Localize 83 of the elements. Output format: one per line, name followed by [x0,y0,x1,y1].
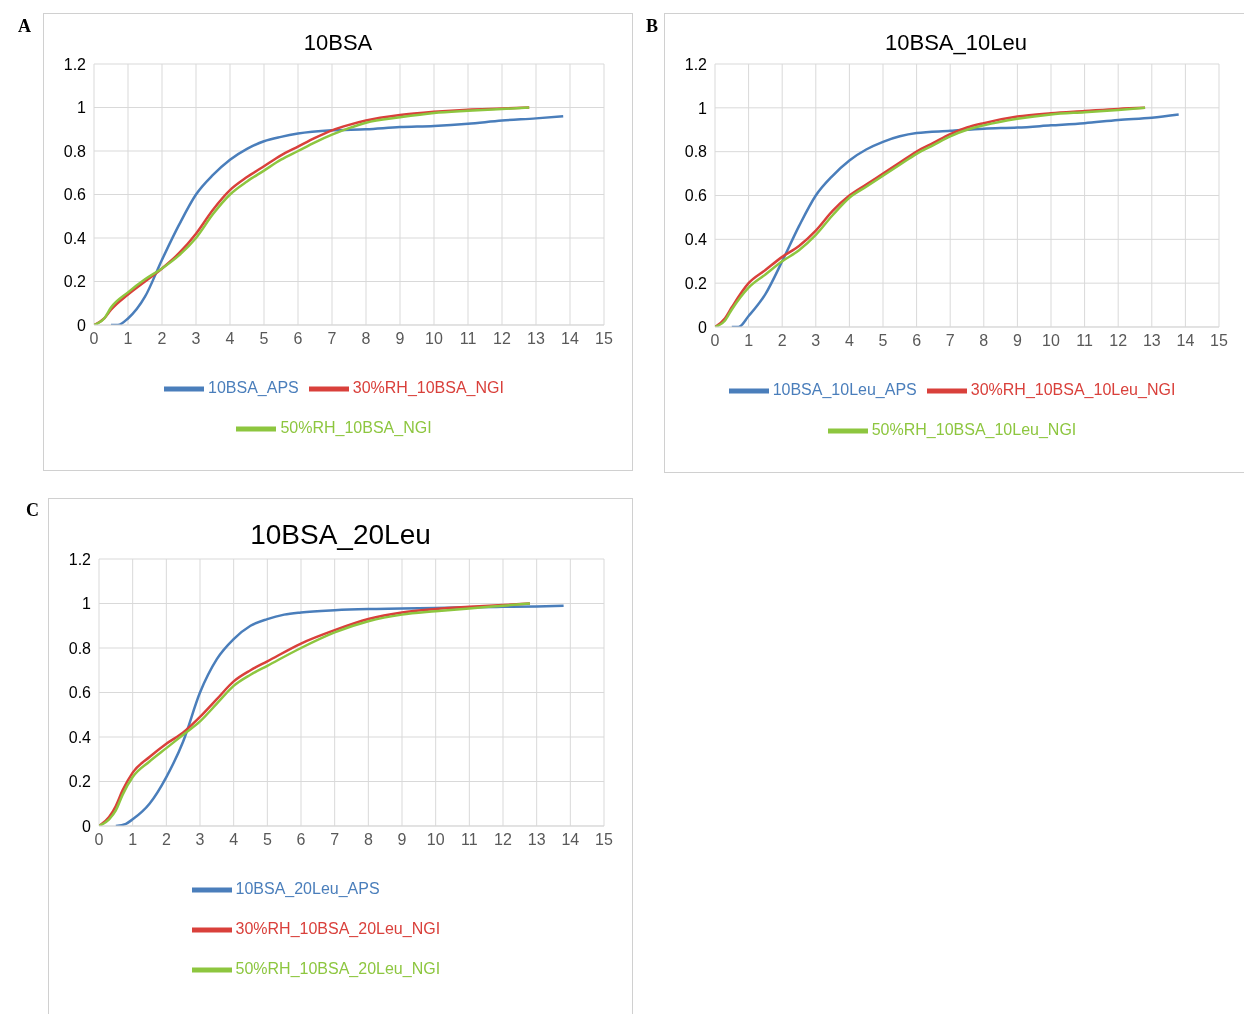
legend-label: 30%RH_10BSA_10Leu_NGI [970,381,1176,399]
x-tick-label: 2 [777,332,787,350]
x-tick-label: 5 [262,831,272,849]
text: A [18,16,31,37]
x-tick-label: 2 [157,330,167,348]
y-tick-label: 1 [82,595,92,613]
x-tick-label: 0 [94,831,104,849]
x-tick-label: 11 [459,330,477,348]
x-tick-label: 11 [1076,332,1094,350]
y-tick-label: 0 [77,316,87,334]
chart-title: 10BSA_20Leu [249,519,432,551]
y-tick-label: 1.2 [68,550,92,568]
text: C [26,500,39,521]
x-tick-label: 6 [293,330,303,348]
x-tick-label: 9 [1012,332,1022,350]
x-tick-label: 11 [461,831,478,849]
y-tick-label: 0 [698,318,708,336]
legend-label: 10BSA_APS [208,379,299,397]
x-tick-label: 6 [912,332,922,350]
x-tick-label: 8 [979,332,989,350]
y-tick-label: 0.6 [68,684,92,702]
x-tick-label: 1 [744,332,754,350]
x-tick-label: 7 [330,831,340,849]
x-tick-label: 14 [561,330,579,348]
y-tick-label: 1 [77,99,87,117]
x-tick-label: 13 [1142,332,1161,350]
x-tick-label: 7 [327,330,337,348]
x-tick-label: 13 [527,330,545,348]
y-tick-label: 1.2 [63,55,87,73]
legend-label: 50%RH_10BSA_20Leu_NGI [235,960,441,978]
x-tick-label: 0 [710,332,720,350]
chart-title: 10BSA_10Leu [884,30,1028,56]
y-tick-label: 0.4 [63,229,87,247]
x-tick-label: 5 [878,332,888,350]
x-tick-label: 10 [426,831,445,849]
y-tick-label: 0.4 [68,728,92,746]
y-tick-label: 0.6 [684,187,708,205]
x-tick-label: 6 [296,831,306,849]
legend-label: 30%RH_10BSA_20Leu_NGI [235,920,441,938]
y-tick-label: 0.2 [68,773,92,791]
y-tick-label: 0.8 [684,143,708,161]
legend-label: 50%RH_10BSA_NGI [280,419,432,437]
x-tick-label: 9 [395,330,405,348]
x-tick-label: 3 [191,330,201,348]
y-tick-label: 0.2 [684,274,708,292]
y-tick-label: 0 [82,817,92,835]
x-tick-label: 2 [161,831,171,849]
x-tick-label: 12 [494,831,512,849]
x-tick-label: 12 [493,330,511,348]
x-tick-label: 10 [425,330,443,348]
legend-label: 10BSA_20Leu_APS [235,880,380,898]
x-tick-label: 13 [527,831,546,849]
y-tick-label: 1 [698,99,708,117]
chart-title: 10BSA [302,30,374,56]
x-tick-label: 7 [945,332,955,350]
x-tick-label: 4 [844,332,854,350]
y-tick-label: 0.4 [684,231,708,249]
x-tick-label: 4 [225,330,235,348]
y-tick-label: 1.2 [684,55,708,73]
x-tick-label: 14 [1176,332,1195,350]
legend-label: 50%RH_10BSA_10Leu_NGI [871,421,1077,439]
x-tick-label: 4 [229,831,239,849]
x-tick-label: 8 [363,831,373,849]
y-tick-label: 0.8 [68,639,92,657]
text: B [646,16,659,37]
y-tick-label: 0.2 [63,273,87,291]
y-tick-label: 0.8 [63,142,87,160]
y-tick-label: 0.6 [63,186,87,204]
x-tick-label: 5 [259,330,269,348]
x-tick-label: 8 [361,330,371,348]
x-tick-label: 14 [561,831,580,849]
x-tick-label: 9 [397,831,407,849]
x-tick-label: 3 [811,332,821,350]
x-tick-label: 10 [1042,332,1060,350]
legend-label: 30%RH_10BSA_NGI [352,379,504,397]
legend-label: 10BSA_10Leu_APS [772,381,917,399]
x-tick-label: 15 [1210,332,1228,350]
x-tick-label: 12 [1109,332,1128,350]
x-tick-label: 1 [123,330,133,348]
x-tick-label: 1 [128,831,138,849]
x-tick-label: 3 [195,831,205,849]
x-tick-label: 15 [595,330,613,348]
x-tick-label: 15 [595,831,613,849]
